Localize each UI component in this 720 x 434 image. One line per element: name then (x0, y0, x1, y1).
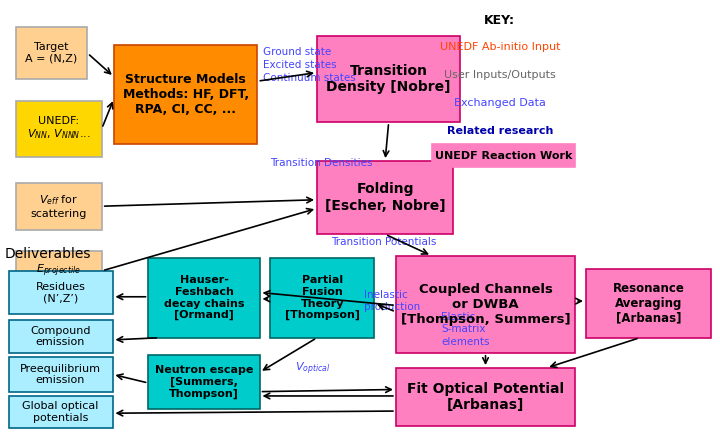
Text: Global optical
potentials: Global optical potentials (22, 401, 99, 423)
Text: Folding
[Escher, Nobre]: Folding [Escher, Nobre] (325, 182, 446, 213)
FancyBboxPatch shape (148, 355, 260, 409)
Text: Neutron escape
[Summers,
Thompson]: Neutron escape [Summers, Thompson] (155, 365, 253, 399)
Text: Coupled Channels
or DWBA
[Thompson, Summers]: Coupled Channels or DWBA [Thompson, Summ… (401, 283, 570, 326)
Text: Transition
Density [Nobre]: Transition Density [Nobre] (326, 64, 451, 94)
Text: $V_{optical}$: $V_{optical}$ (295, 361, 331, 377)
Text: User Inputs/Outputs: User Inputs/Outputs (444, 70, 556, 80)
FancyBboxPatch shape (9, 320, 112, 353)
Text: $V_{eff}$ for
scattering: $V_{eff}$ for scattering (30, 194, 87, 219)
Text: Elastic
S-matrix
elements: Elastic S-matrix elements (441, 312, 490, 346)
FancyBboxPatch shape (432, 144, 575, 168)
FancyBboxPatch shape (114, 45, 258, 144)
FancyBboxPatch shape (9, 396, 112, 428)
Text: KEY:: KEY: (485, 14, 516, 27)
Text: Transition Densities: Transition Densities (270, 158, 373, 168)
FancyBboxPatch shape (16, 101, 102, 157)
Text: Deliverables: Deliverables (5, 247, 91, 261)
FancyBboxPatch shape (9, 271, 112, 314)
FancyBboxPatch shape (317, 36, 460, 122)
FancyBboxPatch shape (16, 251, 102, 290)
FancyBboxPatch shape (16, 27, 87, 79)
Text: Structure Models
Methods: HF, DFT,
RPA, CI, CC, ...: Structure Models Methods: HF, DFT, RPA, … (122, 72, 249, 115)
Text: Related research: Related research (446, 126, 553, 136)
FancyBboxPatch shape (16, 183, 102, 230)
Text: Residues
(N’,Z’): Residues (N’,Z’) (35, 282, 86, 303)
Text: Hauser-
Feshbach
decay chains
[Ormand]: Hauser- Feshbach decay chains [Ormand] (163, 275, 244, 320)
Text: Fit Optical Potential
[Arbanas]: Fit Optical Potential [Arbanas] (407, 382, 564, 412)
Text: Ground state
Excited states
Continuum states: Ground state Excited states Continuum st… (264, 47, 356, 83)
Text: Compound
emission: Compound emission (30, 326, 91, 348)
FancyBboxPatch shape (270, 258, 374, 338)
FancyBboxPatch shape (396, 256, 575, 353)
Text: UNEDF Reaction Work: UNEDF Reaction Work (435, 151, 572, 161)
Text: Resonance
Averaging
[Arbanas]: Resonance Averaging [Arbanas] (613, 282, 685, 325)
Text: Inelastic
production: Inelastic production (364, 290, 420, 312)
FancyBboxPatch shape (396, 368, 575, 426)
Text: Exchanged Data: Exchanged Data (454, 99, 546, 108)
Text: UNEDF:
$V_{NN}$, $V_{NNN}$...: UNEDF: $V_{NN}$, $V_{NNN}$... (27, 116, 91, 141)
FancyBboxPatch shape (317, 161, 453, 234)
Text: UNEDF Ab-initio Input: UNEDF Ab-initio Input (440, 43, 560, 53)
Text: Preequilibrium
emission: Preequilibrium emission (20, 364, 101, 385)
FancyBboxPatch shape (586, 269, 711, 338)
Text: $E_{projectile}$: $E_{projectile}$ (36, 263, 81, 279)
Text: Partial
Fusion
Theory
[Thompson]: Partial Fusion Theory [Thompson] (285, 275, 360, 320)
Text: Target
A = (N,Z): Target A = (N,Z) (25, 43, 78, 64)
FancyBboxPatch shape (148, 258, 260, 338)
Text: Transition Potentials: Transition Potentials (331, 237, 437, 247)
FancyBboxPatch shape (9, 357, 112, 391)
